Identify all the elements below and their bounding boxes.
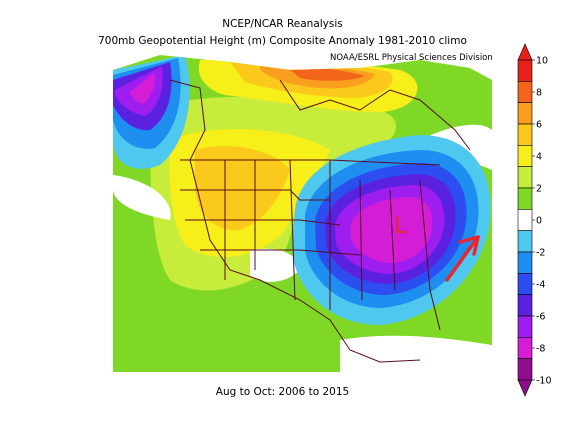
colorbar-segment <box>517 251 533 274</box>
colorbar-tick-label: -4 <box>536 280 545 291</box>
colorbar-tick-label: 8 <box>536 88 542 99</box>
colorbar-segment <box>517 209 533 231</box>
chart-subtitle: 700mb Geopotential Height (m) Composite … <box>98 35 467 47</box>
credit-label: NOAA/ESRL Physical Sciences Division <box>330 53 493 63</box>
boundary-lines <box>169 79 471 363</box>
period-label: Aug to Oct: 2006 to 2015 <box>215 386 350 398</box>
colorbar-tick-label: 4 <box>536 152 542 163</box>
colorbar-tick-label: -2 <box>536 248 545 259</box>
colorbar-segment <box>517 294 533 317</box>
colorbar-segment <box>517 123 533 146</box>
colorbar-tick-label: -10 <box>536 376 552 387</box>
colorbar-segment <box>517 230 533 253</box>
colorbar-segment <box>517 358 533 381</box>
colorbar-tick-label: 0 <box>536 216 542 227</box>
chart-title: NCEP/NCAR Reanalysis <box>222 18 343 30</box>
colorbar-segment <box>517 273 533 295</box>
colorbar-segment <box>517 315 533 338</box>
colorbar-tick-label: -6 <box>536 312 545 323</box>
colorbar-segment <box>517 145 533 167</box>
colorbar-segment <box>517 102 533 125</box>
colorbar-tick-label: 2 <box>536 184 542 195</box>
low-pressure-label: L <box>394 214 407 239</box>
colorbar-tick-label: -8 <box>536 344 545 355</box>
colorbar: 10 8 6 4 2 0 -2 -4 -6 -8 -10 <box>517 43 552 397</box>
colorbar-segment <box>517 337 533 359</box>
colorbar-segment <box>517 59 533 82</box>
trend-arrow <box>445 235 480 282</box>
colorbar-bottom-arrow <box>517 379 533 397</box>
colorbar-tick-label: 10 <box>536 56 548 67</box>
colorbar-segment <box>517 81 533 103</box>
colorbar-tick-label: 6 <box>536 120 542 131</box>
colorbar-segment <box>517 187 533 210</box>
colorbar-segment <box>517 166 533 189</box>
colorbar-top-arrow <box>517 43 533 61</box>
anomaly-field <box>113 55 492 372</box>
